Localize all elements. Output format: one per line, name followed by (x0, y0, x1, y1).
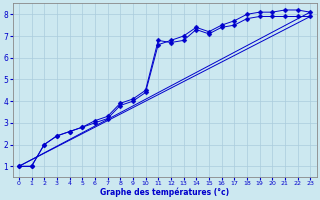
X-axis label: Graphe des températures (°c): Graphe des températures (°c) (100, 187, 229, 197)
